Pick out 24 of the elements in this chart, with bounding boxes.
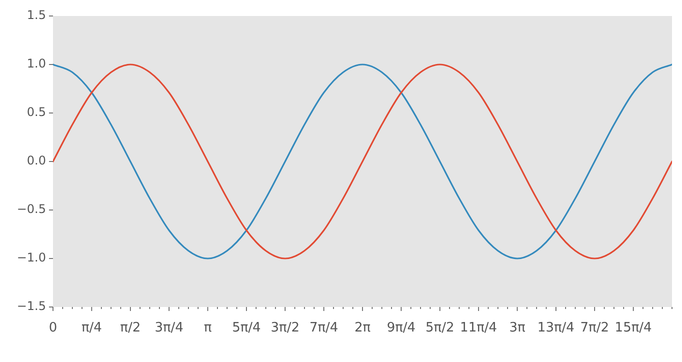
x-tick-label: 15π/4	[614, 320, 652, 336]
x-tick-label: 13π/4	[537, 320, 574, 336]
x-tick-label: 9π/4	[386, 320, 416, 336]
x-tick-label: 7π/2	[580, 320, 609, 336]
x-tick-label: 2π	[354, 320, 371, 336]
x-tick-label: π/4	[81, 320, 102, 336]
y-tick-label: 0.5	[26, 105, 46, 120]
x-tick-label: 7π/4	[309, 320, 338, 336]
x-tick-label: 3π/4	[154, 320, 184, 336]
x-tick-label: π/2	[120, 320, 141, 336]
line-series	[53, 64, 672, 260]
y-tick-label: −0.5	[16, 202, 46, 216]
x-tick-label: 3π/2	[270, 320, 300, 336]
y-tick-label: 1.0	[26, 56, 46, 71]
y-tick-label: −1.0	[16, 250, 46, 265]
x-tick-label: 3π	[509, 320, 526, 336]
x-tick-label: 0	[48, 320, 58, 336]
x-tick-label: 5π/2	[426, 320, 454, 336]
y-tick-label: 1.5	[26, 8, 46, 22]
x-tick-label: 5π/4	[232, 320, 261, 336]
x-tick-label: π	[204, 320, 212, 336]
x-tick-label: 11π/4	[460, 320, 498, 336]
y-tick-label: 0.0	[26, 154, 46, 168]
y-tick-label: −1.5	[16, 299, 46, 314]
